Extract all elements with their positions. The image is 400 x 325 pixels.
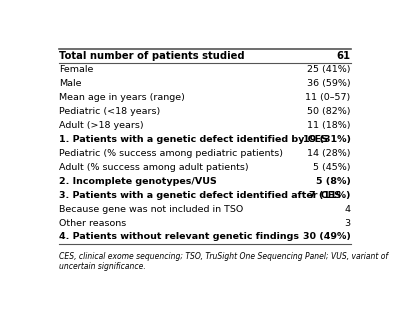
Text: 14 (28%): 14 (28%) — [307, 149, 351, 158]
Text: 3. Patients with a genetic defect identified after CES: 3. Patients with a genetic defect identi… — [59, 191, 341, 200]
Text: Pediatric (% success among pediatric patients): Pediatric (% success among pediatric pat… — [59, 149, 283, 158]
Text: Because gene was not included in TSO: Because gene was not included in TSO — [59, 204, 244, 214]
Text: 61: 61 — [336, 51, 351, 61]
Text: Mean age in years (range): Mean age in years (range) — [59, 93, 185, 102]
Text: Female: Female — [59, 65, 94, 74]
Text: 25 (41%): 25 (41%) — [307, 65, 351, 74]
Text: 36 (59%): 36 (59%) — [307, 79, 351, 88]
Text: CES, clinical exome sequencing; TSO, TruSight One Sequencing Panel; VUS, variant: CES, clinical exome sequencing; TSO, Tru… — [59, 252, 388, 271]
Text: Adult (% success among adult patients): Adult (% success among adult patients) — [59, 163, 249, 172]
Text: 11 (18%): 11 (18%) — [307, 121, 351, 130]
Text: Adult (>18 years): Adult (>18 years) — [59, 121, 144, 130]
Text: 30 (49%): 30 (49%) — [303, 232, 351, 241]
Text: 4: 4 — [345, 204, 351, 214]
Text: 3: 3 — [344, 218, 351, 227]
Text: Other reasons: Other reasons — [59, 218, 126, 227]
Text: 19 (31%): 19 (31%) — [303, 135, 351, 144]
Text: 7 (11%): 7 (11%) — [309, 191, 351, 200]
Text: Total number of patients studied: Total number of patients studied — [59, 51, 245, 61]
Text: Male: Male — [59, 79, 82, 88]
Text: 2. Incomplete genotypes/VUS: 2. Incomplete genotypes/VUS — [59, 177, 217, 186]
Text: 50 (82%): 50 (82%) — [307, 107, 351, 116]
Text: 11 (0–57): 11 (0–57) — [306, 93, 351, 102]
Text: Pediatric (<18 years): Pediatric (<18 years) — [59, 107, 160, 116]
Text: 4. Patients without relevant genetic findings: 4. Patients without relevant genetic fin… — [59, 232, 299, 241]
Text: 5 (45%): 5 (45%) — [313, 163, 351, 172]
Text: 1. Patients with a genetic defect identified by CES: 1. Patients with a genetic defect identi… — [59, 135, 328, 144]
Text: 5 (8%): 5 (8%) — [316, 177, 351, 186]
